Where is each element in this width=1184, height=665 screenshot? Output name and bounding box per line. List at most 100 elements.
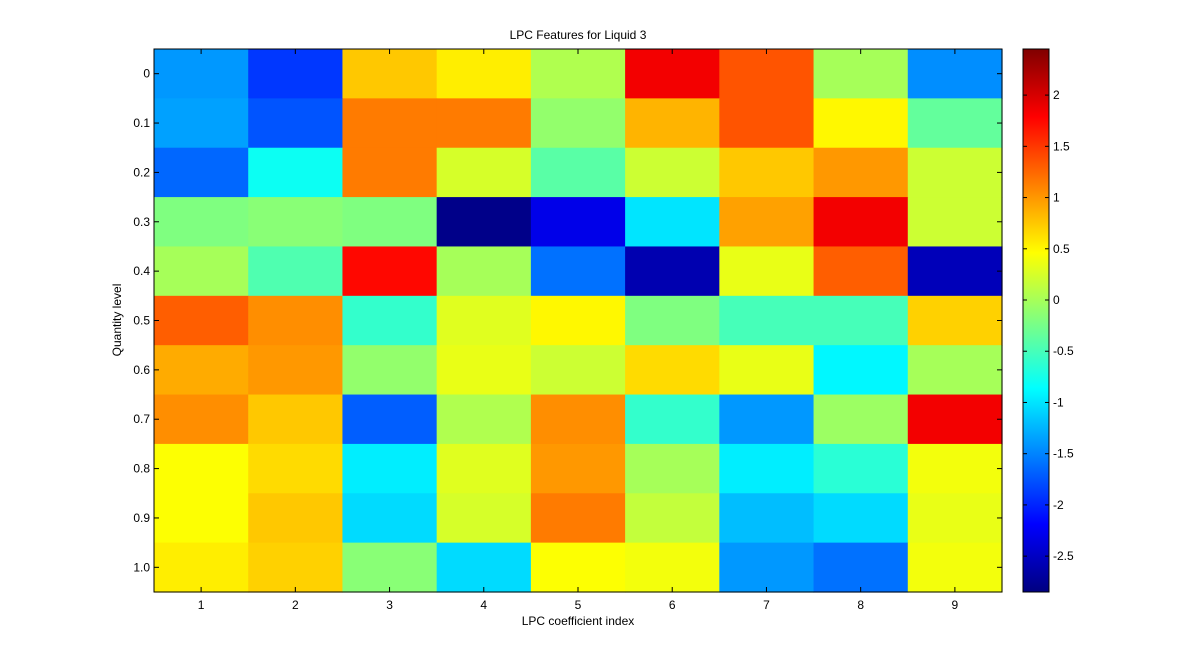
heatmap-cell <box>719 197 815 248</box>
chart-title: LPC Features for Liquid 3 <box>510 28 647 42</box>
y-tick-label: 0.9 <box>133 511 150 525</box>
heatmap-cell <box>154 394 249 445</box>
heatmap-cell <box>154 197 249 248</box>
heatmap-cell <box>342 197 438 248</box>
heatmap-cell <box>436 542 532 593</box>
heatmap-cell <box>625 493 720 544</box>
heatmap-cell <box>813 443 909 494</box>
heatmap-cell <box>813 246 909 297</box>
x-axis-ticks: 1 2 3 4 5 6 7 8 9 <box>198 49 959 612</box>
heatmap-cell <box>813 345 909 396</box>
colorbar-tick-label: -1.5 <box>1053 447 1074 461</box>
colorbar-tick-label: 1 <box>1053 191 1060 205</box>
colorbar-tick-label: 2 <box>1053 88 1060 102</box>
heatmap-cell <box>530 197 626 248</box>
colorbar-ticks: 2 1.5 1 0.5 0 -0.5 -1 -1.5 -2 -2.5 <box>1023 88 1074 563</box>
heatmap-cell <box>248 493 344 544</box>
heatmap-cell <box>436 295 532 346</box>
heatmap-cell <box>625 394 720 445</box>
heatmap-cell <box>530 147 626 198</box>
heatmap-cell <box>907 197 1003 248</box>
heatmap-cell <box>625 246 720 297</box>
heatmap-cell <box>625 542 720 593</box>
heatmap-cell <box>907 345 1003 396</box>
heatmap-cell <box>248 147 344 198</box>
heatmap-cell <box>719 345 815 396</box>
heatmap-cell <box>342 98 438 149</box>
heatmap-cell <box>907 493 1003 544</box>
heatmap-cell <box>248 394 344 445</box>
heatmap-cell <box>719 147 815 198</box>
x-tick-label: 9 <box>952 598 959 612</box>
heatmap-cell <box>342 443 438 494</box>
heatmap-cell <box>530 295 626 346</box>
heatmap-cell <box>719 542 815 593</box>
heatmap-cell <box>625 443 720 494</box>
y-axis-label: Quantity level <box>110 284 124 357</box>
heatmap-cell <box>248 98 344 149</box>
heatmap-cell <box>530 246 626 297</box>
heatmap-cell <box>907 295 1003 346</box>
heatmap-cell <box>342 394 438 445</box>
colorbar-tick-label: -2.5 <box>1053 549 1074 563</box>
heatmap-cell <box>436 246 532 297</box>
heatmap-cell <box>719 98 815 149</box>
heatmap-cell <box>342 246 438 297</box>
x-tick-label: 8 <box>857 598 864 612</box>
heatmap-cell <box>342 493 438 544</box>
heatmap-cell <box>530 542 626 593</box>
heatmap-cell <box>436 49 532 99</box>
heatmap-cell <box>436 394 532 445</box>
heatmap-cell <box>625 295 720 346</box>
heatmap-cell <box>625 197 720 248</box>
y-tick-label: 0.2 <box>133 165 150 179</box>
y-axis-ticks: 0 0.1 0.2 0.3 0.4 0.5 0.6 0.7 0.8 0.9 1.0 <box>133 67 1002 574</box>
heatmap-cell <box>813 493 909 544</box>
heatmap-cell <box>625 98 720 149</box>
heatmap-cell <box>625 49 720 99</box>
heatmap-cell <box>248 443 344 494</box>
heatmap-cell <box>436 98 532 149</box>
heatmap-cell <box>342 147 438 198</box>
heatmap-cell <box>248 246 344 297</box>
heatmap-cell <box>813 49 909 99</box>
x-axis-label: LPC coefficient index <box>522 614 635 628</box>
colorbar-tick-label: -0.5 <box>1053 344 1074 358</box>
heatmap-cell <box>813 295 909 346</box>
y-tick-label: 0.7 <box>133 412 150 426</box>
heatmap-cell <box>154 295 249 346</box>
heatmap-cell <box>719 493 815 544</box>
heatmap-cell <box>907 98 1003 149</box>
heatmap-cell <box>530 443 626 494</box>
x-tick-label: 3 <box>386 598 393 612</box>
colorbar <box>1022 48 1050 593</box>
y-tick-label: 0.8 <box>133 462 150 476</box>
heatmap-cell <box>813 147 909 198</box>
colorbar-tick-label: -1 <box>1053 395 1064 409</box>
heatmap-cell <box>907 147 1003 198</box>
heatmap-cell <box>907 394 1003 445</box>
heatmap-cell <box>248 542 344 593</box>
colorbar-tick-label: 0.5 <box>1053 242 1070 256</box>
y-tick-label: 1.0 <box>133 560 150 574</box>
heatmap-cell <box>530 493 626 544</box>
heatmap-cell <box>813 98 909 149</box>
heatmap-cell <box>154 345 249 396</box>
heatmap-cell <box>530 98 626 149</box>
heatmap-cell <box>154 98 249 149</box>
heatmap-cell <box>719 246 815 297</box>
heatmap-cell <box>719 295 815 346</box>
heatmap-cell <box>248 295 344 346</box>
x-tick-label: 5 <box>575 598 582 612</box>
heatmap-cell <box>436 493 532 544</box>
x-tick-label: 2 <box>292 598 299 612</box>
y-tick-label: 0.1 <box>133 116 150 130</box>
heatmap-cell <box>248 197 344 248</box>
heatmap-cell <box>436 443 532 494</box>
heatmap-cell <box>154 147 249 198</box>
heatmap-cell <box>719 443 815 494</box>
heatmap-cell <box>907 542 1003 593</box>
x-tick-label: 6 <box>669 598 676 612</box>
colorbar-tick-label: -2 <box>1053 498 1064 512</box>
heatmap-cell <box>813 542 909 593</box>
